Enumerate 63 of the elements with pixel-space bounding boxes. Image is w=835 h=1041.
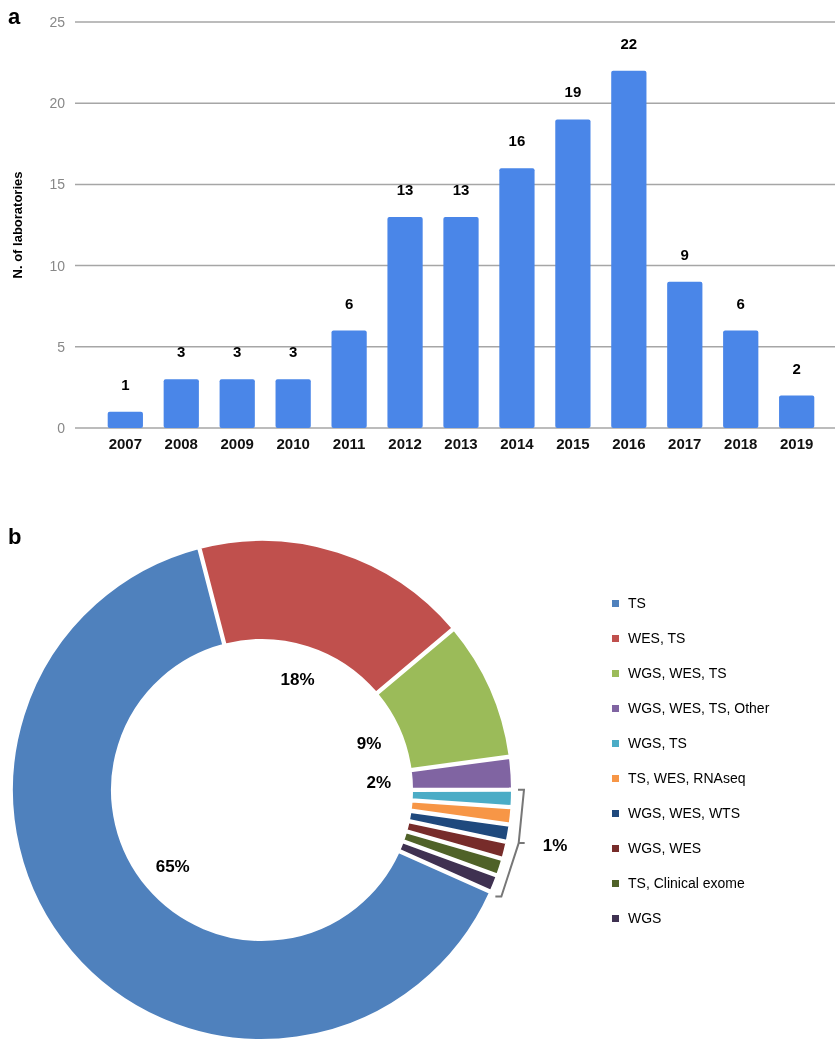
bar: [387, 216, 423, 428]
chart-title: a: [8, 4, 21, 29]
chart-title: b: [8, 524, 22, 549]
y-axis-title: N. of laboratories: [10, 171, 25, 279]
x-tick-label: 2012: [388, 434, 422, 452]
x-tick-label: 2014: [500, 434, 535, 452]
x-tick-label: 2017: [668, 434, 702, 452]
legend-label: TS, WES, RNAseq: [628, 770, 746, 786]
bar: [331, 330, 367, 428]
legend-label: WGS: [628, 910, 662, 926]
x-tick-label: 2018: [724, 434, 758, 452]
y-tick-label: 5: [57, 338, 66, 355]
y-tick-label: 0: [57, 419, 66, 436]
y-tick-label: 15: [49, 176, 66, 193]
legend-label: WGS, WES: [628, 840, 702, 856]
bar: [107, 411, 143, 428]
data-label: 3: [233, 343, 242, 361]
bar: [779, 395, 815, 428]
data-label: 13: [452, 180, 470, 198]
x-tick-label: 2019: [779, 434, 814, 452]
x-tick-label: 2016: [612, 434, 646, 452]
data-label: 2: [792, 359, 801, 377]
legend-label: WGS, WES, WTS: [628, 805, 740, 821]
data-label: 3: [177, 343, 186, 361]
data-label: 2%: [366, 773, 392, 793]
data-label: 16: [508, 132, 526, 150]
data-label: 6: [736, 294, 745, 312]
bar: [275, 379, 311, 428]
x-tick-label: 2011: [332, 434, 366, 452]
text: 1%: [542, 836, 568, 856]
x-tick-label: 2013: [444, 434, 478, 452]
y-tick-label: 20: [49, 95, 66, 112]
data-label: 3: [288, 343, 298, 361]
legend-label: WGS, WES, TS, Other: [628, 700, 770, 716]
data-label: 22: [620, 34, 638, 52]
data-label: 9%: [356, 733, 382, 753]
data-label: 19: [564, 83, 582, 101]
data-label: 9: [680, 245, 689, 263]
x-tick-label: 2007: [108, 434, 143, 452]
x-tick-label: 2008: [164, 434, 198, 452]
bar: [443, 216, 479, 428]
legend-label: WGS, TS: [628, 735, 687, 751]
y-tick-label: 10: [49, 257, 66, 274]
data-label: 1: [121, 375, 130, 393]
legend-label: WES, TS: [628, 630, 686, 646]
data-label: 13: [396, 180, 414, 198]
legend-label: TS: [628, 595, 646, 611]
bar: [499, 168, 535, 428]
data-label: 6: [344, 294, 354, 312]
data-label: 18%: [280, 669, 315, 689]
bar: [219, 379, 255, 428]
x-tick-label: 2009: [220, 434, 254, 452]
legend-label: TS, Clinical exome: [628, 875, 745, 891]
bar: [611, 70, 647, 428]
legend-label: WGS, WES, TS: [628, 665, 727, 681]
x-tick-label: 2010: [276, 434, 310, 452]
bar: [555, 119, 591, 428]
bar: [667, 281, 703, 428]
data-label: 65%: [155, 856, 190, 876]
x-tick-label: 2015: [556, 434, 590, 452]
y-tick-label: 25: [49, 13, 66, 30]
bar: [723, 330, 759, 428]
bar: [163, 379, 199, 428]
